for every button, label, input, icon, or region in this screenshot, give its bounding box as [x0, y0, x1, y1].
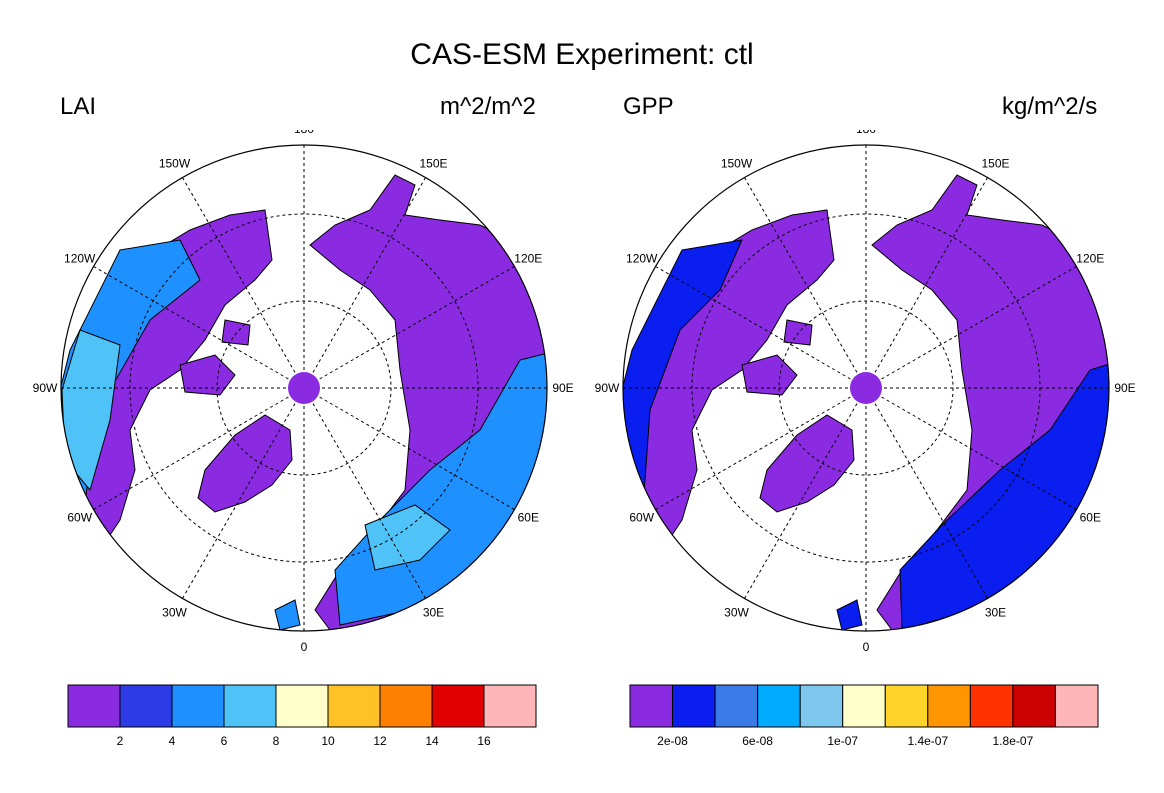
lai-longitude-label: 0: [301, 640, 308, 654]
lai-longitude-label: 180: [294, 130, 314, 136]
lai-longitude-label: 30E: [423, 605, 444, 619]
gpp-longitude-label: 150W: [721, 157, 753, 171]
gpp-longitude-label: 180: [856, 130, 876, 136]
gpp-colorbar-swatch: [672, 684, 716, 728]
gpp-colorbar-swatch: [969, 684, 1014, 728]
lai-longitude-label: 30W: [162, 605, 187, 619]
gpp-colorbar-label: 6e-08: [742, 734, 773, 748]
lai-longitude-label: 90W: [33, 381, 58, 395]
gpp-colorbar-swatch: [799, 684, 844, 728]
gpp-colorbar-swatch: [629, 684, 674, 728]
gpp-graticule: [623, 145, 1109, 631]
lai-longitude-label: 150W: [159, 157, 191, 171]
gpp-colorbar-swatch: [757, 684, 801, 728]
lai-colorbar: 2 4 6 8 10 12 14 16: [67, 684, 537, 748]
gpp-map-border: [622, 144, 1110, 632]
gpp-longitude-label: 120W: [626, 252, 658, 266]
lai-colorbar-swatch: [275, 684, 329, 728]
gpp-colorbar-swatch: [842, 684, 886, 728]
gpp-colorbar-swatch: [884, 684, 929, 728]
lai-longitude-labels: 180 150E 120E 90E 60E 30E 0 30W 60W 90W 120W 150W: [33, 130, 574, 654]
lai-colorbar-swatch: [67, 684, 121, 728]
lai-colorbar-swatch: [483, 684, 537, 728]
lai-colorbar-label: 2: [117, 734, 124, 748]
lai-longitude-label: 60W: [67, 511, 92, 525]
gpp-colorbar-swatch: [927, 684, 971, 728]
gpp-colorbar-label: 1e-07: [827, 734, 858, 748]
lai-colorbar-swatch: [379, 684, 433, 728]
gpp-longitude-label: 30W: [724, 605, 749, 619]
gpp-units-label: kg/m^2/s: [1002, 93, 1098, 120]
gpp-variable-label: GPP: [623, 93, 674, 120]
lai-colorbar-label: 4: [169, 734, 176, 748]
gpp-colorbar-label: 1.8e-07: [993, 734, 1034, 748]
gpp-longitude-labels: 180 150E 120E 90E 60E 30E 0 30W 60W 90W 120W 150W: [595, 130, 1136, 654]
lai-colorbar-label: 10: [321, 734, 335, 748]
lai-variable-label: LAI: [60, 93, 97, 120]
lai-graticule: [61, 145, 547, 631]
lai-colorbar-swatch: [119, 684, 173, 728]
lai-colorbar-swatch: [431, 684, 485, 728]
gpp-colorbar-swatch: [714, 684, 759, 728]
lai-longitude-label: 120E: [514, 252, 542, 266]
lai-colorbar-label: 14: [425, 734, 439, 748]
gpp-longitude-label: 60W: [629, 511, 654, 525]
gpp-longitude-label: 150E: [981, 157, 1009, 171]
gpp-longitude-label: 120E: [1076, 252, 1104, 266]
gpp-colorbar-swatch: [1012, 684, 1056, 728]
gpp-longitude-label: 0: [863, 640, 870, 654]
gpp-land-fill: [623, 174, 1109, 631]
gpp-colorbar-label: 1.4e-07: [907, 734, 948, 748]
gpp-longitude-label: 90W: [595, 381, 620, 395]
lai-colorbar-label: 12: [373, 734, 387, 748]
lai-colorbar-label: 16: [477, 734, 491, 748]
lai-colorbar-swatch: [171, 684, 225, 728]
lai-longitude-label: 90E: [552, 381, 573, 395]
lai-units-label: m^2/m^2: [440, 93, 536, 120]
lai-colorbar-swatch: [327, 684, 381, 728]
lai-colorbar-label: 8: [273, 734, 280, 748]
lai-colorbar-swatch: [223, 684, 277, 728]
gpp-pole-cap: [850, 372, 882, 404]
gpp-polar-map: 180 150E 120E 90E 60E 30E 0 30W 60W 90W 120W 150W: [595, 130, 1136, 654]
lai-polar-map: 180 150E 120E 90E 60E 30E 0 30W 60W 90W 120W 150W: [33, 130, 574, 654]
gpp-colorbar-label: 2e-08: [657, 734, 688, 748]
lai-longitude-label: 60E: [518, 511, 539, 525]
lai-longitude-label: 120W: [64, 252, 96, 266]
gpp-longitude-label: 90E: [1114, 381, 1135, 395]
lai-longitude-label: 150E: [419, 157, 447, 171]
gpp-colorbar: 2e-08 6e-08 1e-07 1.4e-07 1.8e-07: [629, 684, 1099, 748]
gpp-longitude-label: 60E: [1080, 511, 1101, 525]
gpp-colorbar-swatch: [1054, 684, 1099, 728]
lai-pole-cap: [288, 372, 320, 404]
lai-colorbar-label: 6: [221, 734, 228, 748]
figure-title: CAS-ESM Experiment: ctl: [410, 38, 754, 71]
lai-map-border: [60, 144, 548, 632]
gpp-longitude-label: 30E: [985, 605, 1006, 619]
